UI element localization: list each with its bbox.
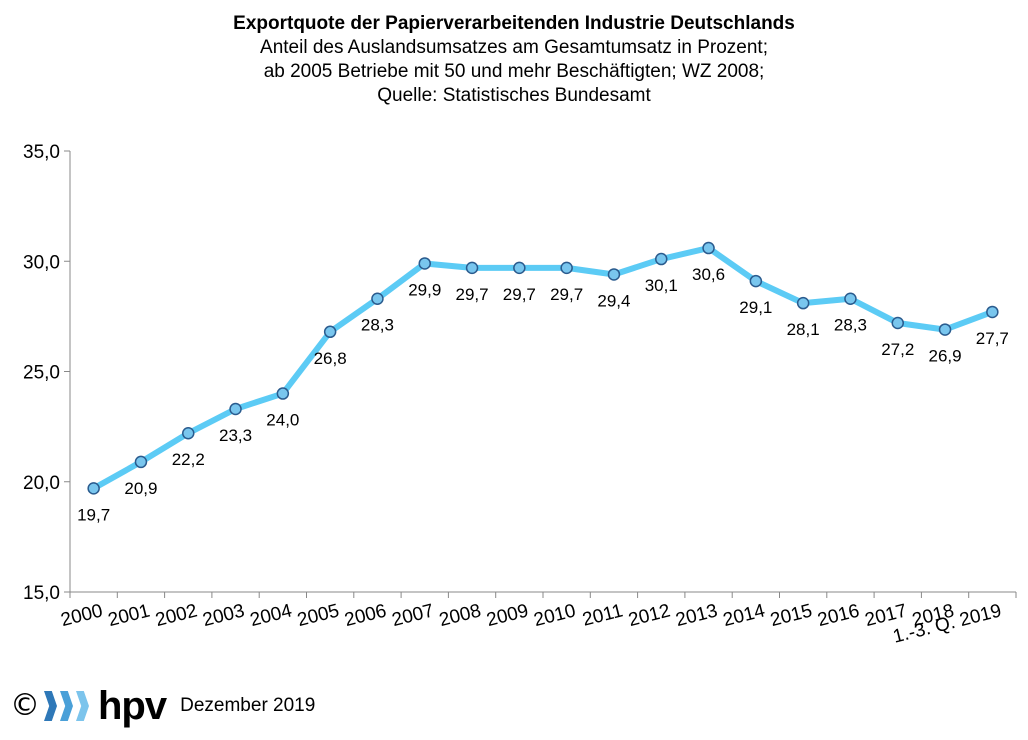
x-tick-label: 2011 (580, 600, 625, 630)
chart-subtitle-line-1: Anteil des Auslandsumsatzes am Gesamtums… (260, 37, 768, 58)
data-point (182, 426, 195, 440)
data-point (323, 325, 337, 339)
x-tick-label: 2008 (437, 600, 483, 631)
y-tick-label: 25,0 (23, 363, 60, 384)
x-tick-label: 2016 (816, 600, 862, 631)
data-label: 23,3 (219, 426, 252, 445)
data-point (749, 274, 763, 288)
footer: © hpv Dezember 2019 (10, 683, 315, 729)
data-label: 29,7 (550, 285, 583, 304)
chart-title-block: Exportquote der Papierverarbeitenden Ind… (0, 12, 1028, 108)
data-label: 26,9 (929, 347, 962, 366)
x-tick-label: 2009 (484, 600, 530, 631)
data-point (938, 323, 952, 336)
hpv-logo-text: hpv (98, 684, 167, 728)
data-label: 27,7 (976, 329, 1009, 348)
x-tick-label: 2005 (295, 600, 341, 631)
x-tick-label: 2015 (768, 600, 814, 631)
y-tick-label: 20,0 (23, 473, 60, 494)
x-tick-label: 2002 (153, 600, 199, 631)
data-point (607, 268, 621, 281)
y-tick-label: 35,0 (23, 142, 60, 163)
data-point (371, 292, 384, 305)
copyright-symbol: © (10, 688, 40, 723)
data-point (655, 252, 668, 266)
data-label: 19,7 (77, 505, 110, 524)
hpv-logo-icon (44, 691, 92, 721)
x-tick-label: 2003 (201, 600, 247, 631)
data-point (844, 292, 857, 305)
x-tick-label: 2001 (106, 600, 152, 631)
data-point (465, 261, 479, 275)
data-point (986, 305, 999, 319)
x-tick-label: 2014 (721, 600, 768, 631)
x-tick-label: 2010 (532, 600, 578, 631)
chart-subtitle-line-2: ab 2005 Betriebe mit 50 und mehr Beschäf… (263, 61, 765, 82)
x-tick-label: 2012 (626, 600, 672, 631)
data-point (891, 316, 904, 330)
data-label: 30,1 (645, 276, 678, 295)
x-tick-label: 2004 (248, 600, 295, 631)
data-point (702, 241, 715, 255)
data-point (134, 455, 148, 469)
data-label: 22,2 (172, 450, 205, 469)
data-point (276, 387, 290, 400)
data-point (560, 261, 573, 275)
data-label: 29,9 (408, 280, 441, 299)
data-label: 28,3 (361, 316, 394, 335)
data-label: 20,9 (124, 479, 157, 498)
data-label: 28,1 (787, 320, 820, 339)
data-point (513, 261, 526, 275)
x-tick-label: 2007 (390, 600, 436, 631)
x-tick-label: 2000 (59, 600, 105, 631)
chart-subtitle-line-3: Quelle: Statistisches Bundesamt (377, 85, 651, 106)
series-line (90, 245, 996, 492)
data-point (418, 257, 431, 270)
data-label: 28,3 (834, 316, 867, 335)
data-label: 26,8 (314, 349, 347, 368)
chart-title: Exportquote der Papierverarbeitenden Ind… (233, 13, 795, 34)
data-label: 29,4 (597, 291, 630, 310)
x-tick-label: 2013 (674, 600, 720, 631)
data-label: 29,1 (739, 298, 772, 317)
x-tick-label: 2006 (343, 600, 389, 631)
y-tick-label: 15,0 (23, 583, 60, 604)
data-label: 30,6 (692, 265, 725, 284)
data-label: 24,0 (266, 411, 299, 430)
data-label: 29,7 (503, 285, 536, 304)
data-point (796, 296, 810, 310)
data-label: 27,2 (881, 340, 914, 359)
data-point (87, 482, 100, 495)
y-tick-label: 30,0 (23, 252, 60, 273)
footer-date: Dezember 2019 (180, 695, 316, 716)
data-label: 29,7 (456, 285, 489, 304)
data-point (229, 402, 242, 416)
